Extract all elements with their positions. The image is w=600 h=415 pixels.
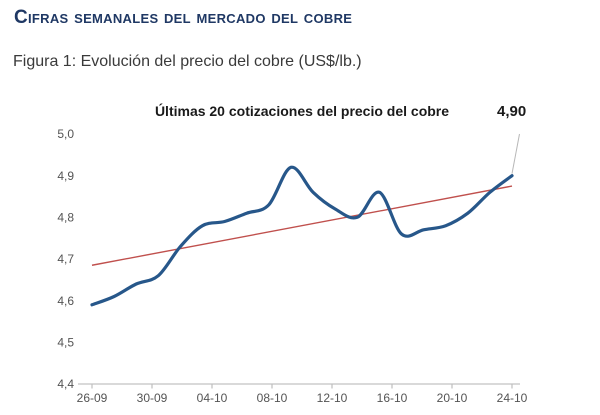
last-value-label: 4,90 xyxy=(497,103,527,120)
chart-title: Últimas 20 cotizaciones del precio del c… xyxy=(154,103,450,119)
y-tick-label: 5,0 xyxy=(57,127,74,141)
x-tick-label: 24-10 xyxy=(497,391,528,405)
report-title: Cifras semanales del mercado del cobre xyxy=(14,7,353,28)
x-tick-label: 08-10 xyxy=(257,391,288,405)
y-tick-label: 4,8 xyxy=(57,211,74,225)
y-tick-label: 4,5 xyxy=(57,336,74,350)
price-line xyxy=(90,165,514,307)
x-tick-label: 04-10 xyxy=(197,391,228,405)
trend-line xyxy=(91,185,513,266)
figure-caption: Figura 1: Evolución del precio del cobre… xyxy=(13,53,362,70)
x-tick-label: 16-10 xyxy=(377,391,408,405)
y-tick-label: 4,9 xyxy=(57,169,74,183)
y-tick-label: 4,6 xyxy=(57,294,74,308)
leader-line xyxy=(511,133,520,174)
y-tick-label: 4,4 xyxy=(57,377,74,391)
x-tick-label: 30-09 xyxy=(137,391,168,405)
x-tick-label: 26-09 xyxy=(77,391,108,405)
y-tick-label: 4,7 xyxy=(57,252,74,266)
x-tick-label: 20-10 xyxy=(437,391,468,405)
x-tick-label: 12-10 xyxy=(317,391,348,405)
